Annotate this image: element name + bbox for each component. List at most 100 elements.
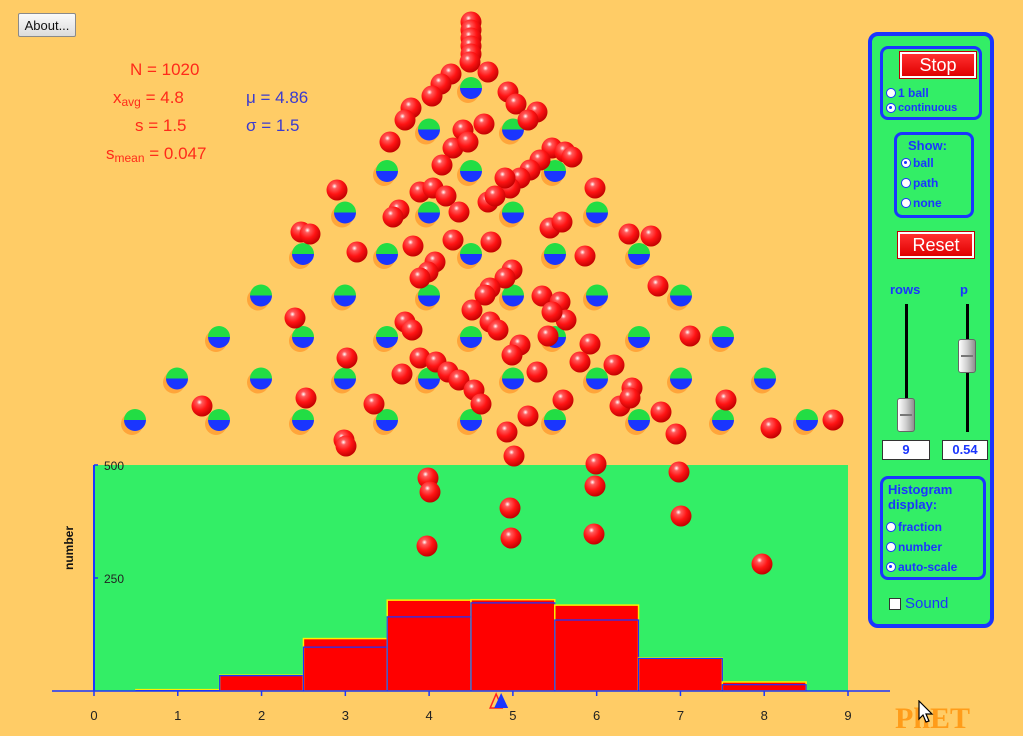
ball [501, 344, 523, 366]
mouse-pointer-icon [918, 700, 934, 723]
show-path-label: path [913, 176, 939, 190]
sound-checkbox[interactable] [889, 597, 901, 610]
x-avg-stat: xavg = 4.8 [113, 88, 184, 109]
peg [499, 118, 524, 145]
peg [205, 326, 230, 352]
show-path-radio[interactable]: path [901, 176, 938, 190]
ball [191, 395, 213, 417]
ball [603, 354, 625, 376]
rows-value-field[interactable]: 9 [882, 440, 930, 460]
phet-logo: PhET [895, 702, 971, 735]
histogram-bar [386, 599, 472, 692]
ball [494, 167, 516, 189]
ball [494, 267, 516, 289]
ball [299, 223, 321, 245]
control-panel: Stop 1 ball continuous Show: ball path n… [868, 32, 994, 628]
peg [625, 243, 650, 269]
ball [505, 93, 527, 115]
s-mean-value: = 0.047 [144, 144, 207, 163]
show-none-radio[interactable]: none [901, 196, 942, 210]
ball [295, 387, 317, 409]
ball [363, 393, 385, 415]
show-ball-radio[interactable]: ball [901, 156, 934, 170]
theoretical-bar-outline [554, 619, 640, 691]
peg [625, 409, 650, 435]
ball [402, 235, 424, 257]
ball [470, 393, 492, 415]
peg [331, 284, 356, 311]
ball [585, 453, 607, 475]
peg [415, 201, 440, 228]
ball [487, 319, 509, 341]
x-tick-label: 0 [90, 708, 97, 723]
number-radio-circle[interactable] [886, 542, 896, 552]
show-none-radio-circle[interactable] [901, 198, 911, 208]
ball [409, 347, 431, 369]
peg [541, 243, 566, 269]
histogram-display-title: Histogram display: [888, 482, 952, 512]
sound-toggle[interactable]: Sound [889, 595, 948, 612]
peg [205, 409, 230, 435]
ball [326, 179, 348, 201]
show-none-label: none [913, 196, 942, 210]
number-radio[interactable]: number [886, 540, 942, 554]
peg [373, 160, 398, 186]
show-title: Show: [908, 138, 947, 153]
peg-field [121, 77, 818, 435]
x-tick-label: 6 [593, 708, 600, 723]
ball [336, 347, 358, 369]
ball [474, 284, 496, 306]
ball [531, 285, 553, 307]
p-label: p [960, 282, 968, 297]
ball [583, 523, 605, 545]
about-button[interactable]: About... [18, 13, 76, 37]
histogram-display-title-line2: display: [888, 497, 938, 512]
peg [667, 284, 692, 311]
peg [415, 284, 440, 311]
auto-scale-radio-circle[interactable] [886, 562, 896, 572]
one-ball-radio-circle[interactable] [886, 88, 896, 98]
show-group [894, 132, 974, 218]
peg [499, 367, 524, 394]
stop-button[interactable]: Stop [899, 51, 977, 79]
ball [541, 301, 563, 323]
ball [335, 435, 357, 457]
ball [442, 229, 464, 251]
continuous-radio[interactable]: continuous [886, 102, 957, 114]
ball [561, 146, 583, 168]
x-avg-subscript: avg [121, 95, 141, 109]
peg [457, 160, 482, 186]
ball [496, 421, 518, 443]
peg [793, 409, 818, 435]
peg [247, 284, 272, 311]
peg [415, 118, 440, 145]
ball [551, 211, 573, 233]
ball [382, 206, 404, 228]
continuous-radio-circle[interactable] [886, 103, 896, 113]
theoretical-mean-marker [494, 693, 509, 708]
p-slider-thumb[interactable] [958, 338, 976, 373]
histogram-bar [302, 637, 388, 692]
fraction-radio-circle[interactable] [886, 522, 896, 532]
show-ball-radio-circle[interactable] [901, 158, 911, 168]
x-tick-label: 1 [174, 708, 181, 723]
histogram-bar [554, 604, 640, 692]
histogram-bar [637, 657, 724, 692]
fraction-radio[interactable]: fraction [886, 520, 942, 534]
peg [583, 284, 608, 311]
p-value-field[interactable]: 0.54 [942, 440, 988, 460]
rows-slider-thumb[interactable] [897, 398, 915, 432]
histogram-display-title-line1: Histogram [888, 482, 953, 497]
one-ball-radio[interactable]: 1 ball [886, 86, 929, 100]
peg [541, 409, 566, 435]
s-stat: s = 1.5 [135, 116, 187, 135]
peg [667, 367, 692, 394]
show-path-radio-circle[interactable] [901, 178, 911, 188]
ball [284, 307, 306, 329]
rows-slider-track[interactable] [905, 304, 908, 432]
reset-button[interactable]: Reset [897, 231, 975, 259]
peg [457, 77, 482, 103]
sound-label: Sound [905, 595, 949, 612]
auto-scale-radio[interactable]: auto-scale [886, 560, 957, 574]
